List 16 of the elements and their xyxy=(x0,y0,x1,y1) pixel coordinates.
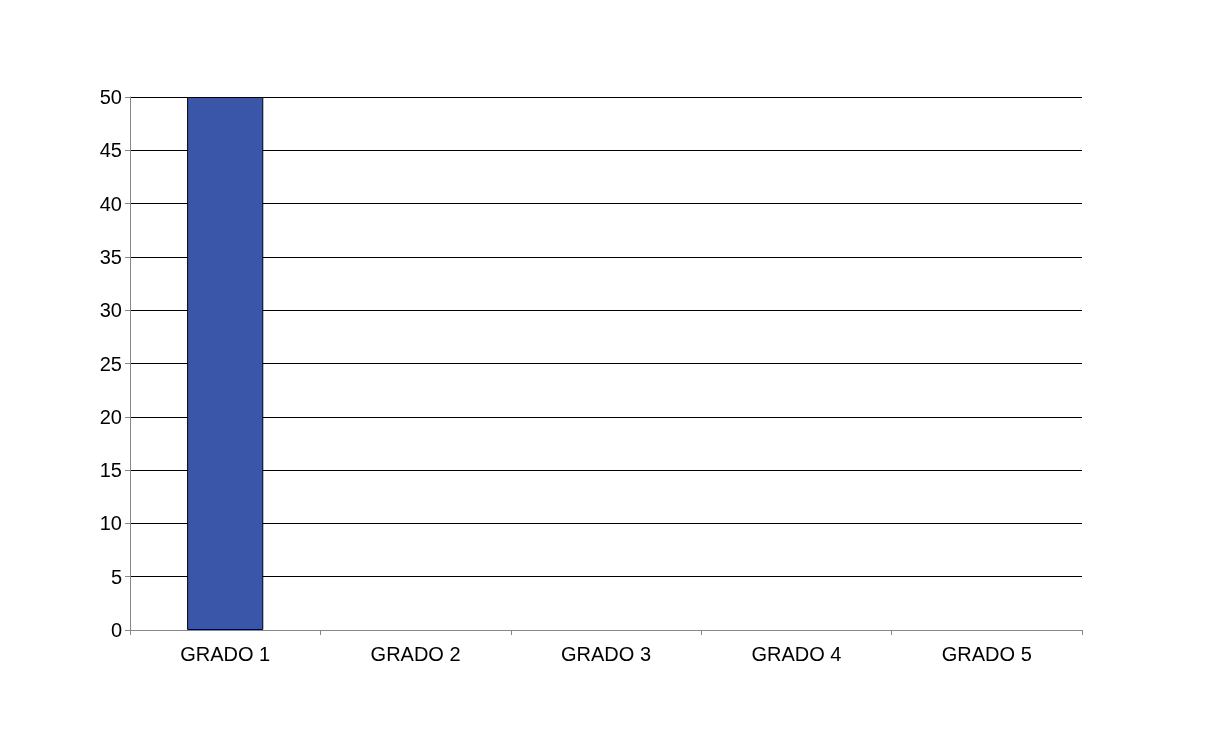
y-tick-label: 10 xyxy=(99,512,122,535)
y-tick-label: 35 xyxy=(99,245,122,268)
y-tick-label: 0 xyxy=(110,619,122,641)
x-tick-label: GRADO 4 xyxy=(751,643,842,665)
x-tick-label: GRADO 3 xyxy=(560,643,652,665)
x-tick-label: GRADO 5 xyxy=(941,643,1032,665)
y-tick-label: 15 xyxy=(99,459,122,482)
y-tick-label: 20 xyxy=(99,405,122,428)
y-tick-label: 45 xyxy=(99,139,122,162)
y-tick-label: 5 xyxy=(110,565,122,588)
y-tick-label: 25 xyxy=(99,352,122,375)
x-tick-label: GRADO 1 xyxy=(180,643,271,665)
y-tick-label: 50 xyxy=(99,86,122,108)
x-tick-label: GRADO 2 xyxy=(370,643,461,665)
y-tick-label: 40 xyxy=(99,192,122,215)
y-tick-label: 30 xyxy=(99,299,122,322)
